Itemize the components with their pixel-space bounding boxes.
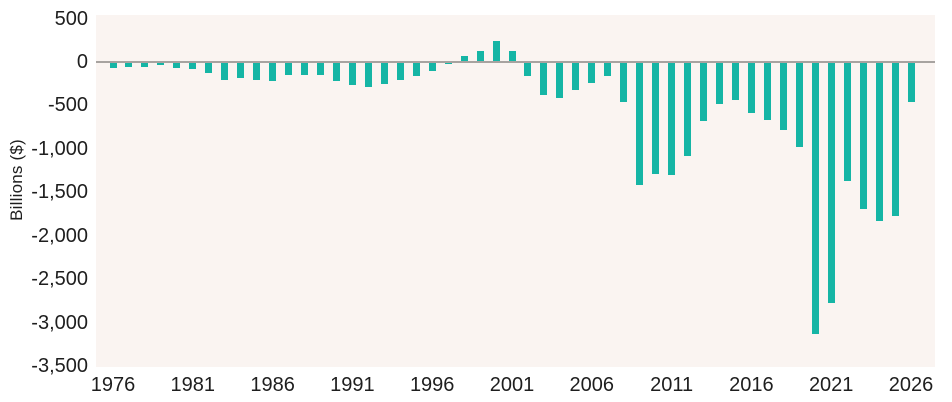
- bar-2005: [572, 61, 580, 90]
- bar-2002: [524, 61, 532, 76]
- bar-1985: [253, 61, 261, 81]
- bar-2011: [668, 61, 676, 175]
- bar-2025: [891, 61, 899, 217]
- bar-1987: [285, 61, 293, 75]
- plot-area: [96, 15, 935, 367]
- bar-1988: [301, 61, 309, 76]
- bar-1991: [348, 61, 356, 86]
- bar-2013: [700, 61, 708, 121]
- x-tick-label-1981: 1981: [170, 374, 216, 396]
- bar-1992: [364, 61, 372, 88]
- bar-2020: [811, 61, 819, 335]
- y-tick-label--2500: -2,500: [31, 268, 88, 291]
- bar-2003: [540, 61, 548, 95]
- y-tick-label-0: 0: [76, 50, 88, 73]
- bar-1996: [428, 61, 436, 72]
- bar-2019: [795, 61, 803, 148]
- x-tick-label-2001: 2001: [489, 374, 535, 396]
- x-tick-label-2021: 2021: [808, 374, 854, 396]
- y-tick-label--3000: -3,000: [31, 311, 88, 334]
- bar-1990: [332, 61, 340, 82]
- bar-1981: [189, 61, 197, 69]
- x-tick-label-2011: 2011: [650, 374, 694, 396]
- y-tick-label--1500: -1,500: [31, 181, 88, 204]
- x-tick-label-2006: 2006: [569, 374, 615, 396]
- bar-1982: [205, 61, 213, 74]
- bar-2022: [843, 61, 851, 182]
- bar-1986: [269, 61, 277, 82]
- zero-axis-line: [96, 60, 935, 63]
- bar-1994: [396, 61, 404, 80]
- x-tick-label-1976: 1976: [90, 374, 136, 396]
- bar-1977: [125, 61, 133, 67]
- y-axis-tick-labels: 500 0 -500 -1,000 -1,500 -2,000 -2,500 -3,000 -3…: [0, 0, 88, 402]
- bar-2018: [779, 61, 787, 130]
- bar-2023: [859, 61, 867, 210]
- bar-2000: [492, 41, 500, 62]
- bar-1984: [237, 61, 245, 79]
- x-tick-label-2026: 2026: [888, 374, 934, 396]
- bar-2009: [636, 61, 644, 185]
- x-tick-label-1996: 1996: [409, 374, 455, 396]
- bar-2026: [907, 61, 915, 103]
- y-tick-label-500: 500: [54, 7, 88, 30]
- bar-1998: [460, 55, 468, 62]
- x-tick-label-2016: 2016: [729, 374, 774, 396]
- bar-2010: [652, 61, 660, 175]
- y-tick-label--2000: -2,000: [31, 224, 88, 247]
- bar-1976: [109, 61, 117, 69]
- bar-2021: [827, 61, 835, 304]
- y-tick-label--500: -500: [47, 94, 88, 117]
- bar-1989: [316, 61, 324, 76]
- bar-2001: [508, 50, 516, 62]
- y-tick-label--3500: -3,500: [31, 355, 88, 377]
- bar-2015: [731, 61, 739, 101]
- bar-2012: [684, 61, 692, 157]
- bar-1993: [380, 61, 388, 85]
- x-tick-label-1986: 1986: [250, 374, 295, 396]
- bar-1978: [141, 61, 149, 68]
- y-tick-label--1000: -1,000: [31, 137, 88, 160]
- bar-2006: [588, 61, 596, 84]
- bar-1999: [476, 51, 484, 62]
- bar-2008: [620, 61, 628, 102]
- bar-2024: [875, 61, 883, 222]
- bar-2017: [763, 61, 771, 120]
- bar-2004: [556, 61, 564, 98]
- bar-1995: [412, 61, 420, 77]
- bar-2016: [747, 61, 755, 113]
- bar-2007: [604, 61, 612, 76]
- bar-1979: [157, 61, 165, 66]
- x-tick-label-1991: 1991: [330, 374, 375, 396]
- bar-1980: [173, 61, 181, 69]
- bar-1983: [221, 61, 229, 80]
- bar-2014: [715, 61, 723, 105]
